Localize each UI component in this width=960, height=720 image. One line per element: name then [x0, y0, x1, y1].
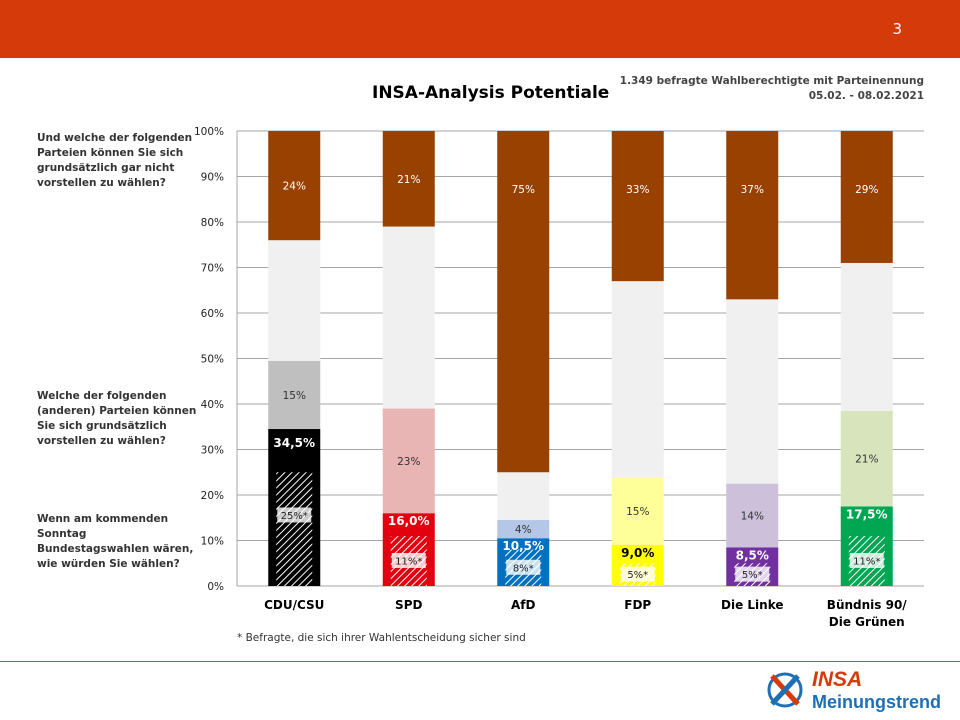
logo-subtitle: Meinungstrend [812, 692, 941, 712]
bar-sure [276, 472, 313, 586]
question-potential: Welche der folgenden (anderen) Parteien … [37, 390, 197, 447]
bar-undecided [497, 472, 550, 521]
sure-label: 25%* [281, 511, 308, 522]
x-axis-labels: CDU/CSU SPD AfD FDP Die Linke Bündnis 90/Die … [264, 598, 907, 629]
stacked-bar-chart: 25%* 34,5% 15% 24% 11%* 16,0% 23% 21% 8%* 10,5% 4%… [194, 126, 924, 629]
never-label: 33% [626, 184, 649, 196]
bar-undecided [840, 262, 893, 411]
potential-label: 15% [626, 506, 649, 518]
y-tick-label: 10% [201, 536, 224, 548]
chart-title: INSA-Analysis Potentiale [372, 83, 610, 103]
bar-never [497, 131, 550, 473]
sure-label: 11%* [853, 556, 880, 567]
y-tick-label: 0% [207, 581, 224, 593]
never-label: 37% [741, 184, 764, 196]
y-tick-label: 100% [194, 126, 224, 138]
x-category-label: Die Linke [721, 598, 784, 612]
y-tick-label: 20% [201, 490, 224, 502]
footnote: * Befragte, die sich ihrer Wahlentscheid… [237, 632, 526, 644]
bar-never [726, 131, 779, 300]
sure-label-bg [620, 566, 655, 582]
bar-never [611, 131, 664, 282]
sure-label: 5%* [627, 570, 648, 581]
vote-label: 34,5% [273, 436, 315, 450]
y-tick-label: 40% [201, 399, 224, 411]
survey-sample: 1.349 befragte Wahlberechtigte mit Parte… [619, 75, 924, 87]
page-number: 3 [892, 20, 902, 38]
vote-label: 8,5% [736, 548, 769, 562]
x-category-label: FDP [624, 598, 651, 612]
bar-potential [497, 520, 550, 539]
bar-potential [611, 476, 664, 546]
bar-potential [726, 483, 779, 548]
never-label: 21% [397, 174, 420, 186]
logo-brand: INSA [812, 668, 862, 691]
logo-circle-icon [767, 672, 803, 708]
y-tick-label: 80% [201, 217, 224, 229]
potential-label: 21% [855, 454, 878, 466]
vote-label: 17,5% [846, 507, 888, 521]
insa-logo: INSA Meinungstrend [767, 668, 941, 712]
sure-label-bg [391, 552, 426, 568]
question-never: Und welche der folgenden Parteien können… [37, 132, 193, 189]
sure-label-bg [277, 507, 312, 523]
bar-undecided [268, 240, 321, 361]
y-tick-label: 70% [201, 263, 224, 275]
bar-never [268, 131, 321, 241]
y-tick-label: 50% [201, 354, 224, 366]
potential-label: 14% [741, 510, 764, 522]
survey-dates: 05.02. - 08.02.2021 [808, 90, 924, 102]
sure-label: 11%* [395, 556, 422, 567]
chart-labels: 25%* 34,5% 15% 24% 11%* 16,0% 23% 21% 8%* 10,5% 4%… [273, 174, 888, 582]
footer-divider [0, 661, 960, 662]
header-bar: 3 [0, 0, 960, 58]
never-label: 75% [512, 184, 535, 196]
bar-potential [382, 408, 435, 514]
chart-grid [236, 130, 924, 587]
bar-potential [268, 360, 321, 430]
never-label: 24% [283, 181, 306, 193]
bar-never [840, 131, 893, 263]
never-label: 29% [855, 184, 878, 196]
bar-potential [840, 410, 893, 507]
bar-never [382, 131, 435, 227]
bar-undecided [726, 299, 779, 484]
question-vote: Wenn am kommenden Sonntag Bundestagswahl… [37, 513, 194, 570]
sure-label: 5%* [742, 570, 763, 581]
bar-undecided [611, 281, 664, 477]
sure-label: 8%* [513, 563, 534, 574]
chart-bars [268, 131, 893, 586]
x-category-label: AfD [511, 598, 536, 612]
vote-label: 9,0% [621, 546, 654, 560]
sure-label-bg [506, 559, 541, 575]
vote-label: 16,0% [388, 514, 430, 528]
vote-label: 10,5% [502, 539, 544, 553]
potential-label: 4% [515, 524, 532, 536]
potential-label: 23% [397, 456, 420, 468]
y-tick-label: 60% [201, 308, 224, 320]
bar-undecided [382, 226, 435, 409]
x-category-label: SPD [395, 598, 422, 612]
y-tick-label: 90% [201, 172, 224, 184]
potential-label: 15% [283, 390, 306, 402]
x-category-label: Bündnis 90/ [827, 598, 907, 612]
sure-label-bg [849, 552, 884, 568]
x-category-label: CDU/CSU [264, 598, 324, 612]
x-category-label: Die Grünen [829, 615, 905, 629]
y-axis-labels: 0% 10% 20% 30% 40% 50% 60% 70% 80% 90% 100% [194, 126, 224, 593]
survey-meta: 1.349 befragte Wahlberechtigte mit Parte… [620, 74, 924, 104]
y-tick-label: 30% [201, 445, 224, 457]
sure-label-bg [735, 566, 770, 582]
